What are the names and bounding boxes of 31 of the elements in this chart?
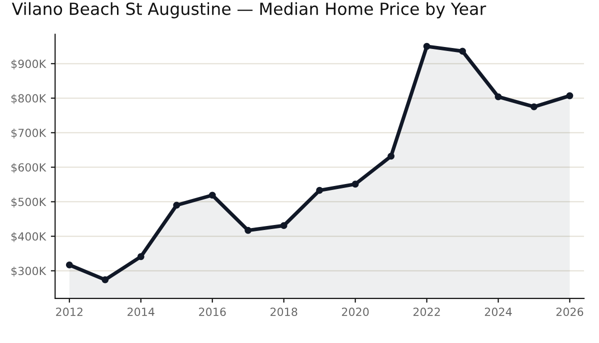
x-tick-label: 2022	[413, 308, 440, 316]
point	[102, 276, 109, 284]
y-tick-label: $300K	[11, 266, 46, 277]
y-tick-label: $800K	[11, 94, 46, 104]
point	[459, 48, 466, 55]
x-tick-label: 2016	[199, 308, 226, 316]
point	[173, 202, 180, 209]
point	[244, 226, 252, 234]
x-tick-label: 2018	[270, 308, 298, 316]
point	[494, 93, 502, 100]
point	[280, 222, 288, 230]
y-tick-label: $500K	[11, 198, 46, 208]
point	[423, 42, 430, 50]
x-tick-label: 2020	[342, 308, 369, 316]
y-tick-label: $900K	[11, 59, 46, 70]
point	[137, 253, 144, 260]
x-tick-label: 2026	[556, 308, 584, 316]
point	[388, 152, 395, 160]
point	[208, 192, 216, 199]
y-tick-label: $600K	[11, 162, 46, 174]
y-tick-label: $400K	[11, 232, 46, 242]
chart-title: Vilano Beach St Augustine — Median Home Price by Year	[12, 2, 486, 18]
point	[530, 103, 538, 110]
point	[66, 261, 73, 268]
point	[316, 186, 324, 194]
x-tick-label: 2012	[56, 308, 82, 316]
point	[566, 92, 574, 100]
x-tick-label: 2014	[128, 308, 154, 316]
y-tick-label: $700K	[11, 128, 46, 139]
x-tick-label: 2024	[484, 308, 512, 316]
point	[352, 180, 359, 188]
